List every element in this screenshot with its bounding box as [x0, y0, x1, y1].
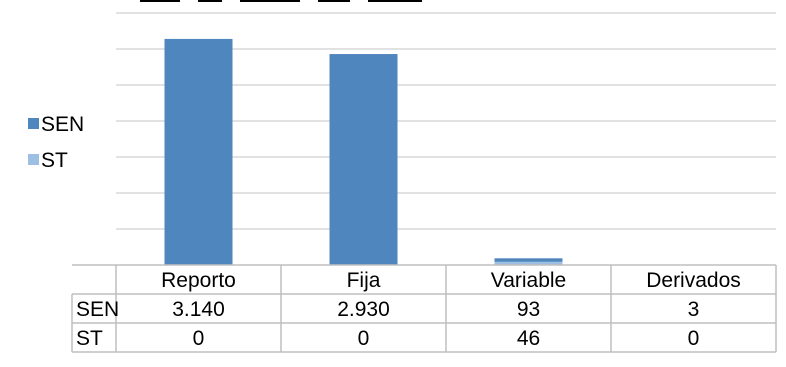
category-label: Fija [347, 269, 381, 292]
data-label-st: 0 [358, 327, 370, 350]
legend-swatch-sen [28, 118, 39, 129]
data-table: Reporto Fija Variable Derivados SEN 3.140 2.93… [71, 264, 777, 353]
bars [164, 38, 728, 265]
title-fragment [140, 0, 422, 2]
bar-sen-variable [494, 258, 563, 265]
data-label-sen: 3.140 [172, 298, 225, 321]
category-label: Reporto [161, 269, 236, 292]
category-label: Derivados [646, 269, 741, 292]
legend-label-st: ST [41, 149, 68, 172]
bar-sen-reporto [164, 38, 233, 265]
table-row-label-sen: SEN [76, 298, 119, 321]
table-row-label-st: ST [76, 327, 103, 350]
legend-label-sen: SEN [41, 113, 84, 136]
category-label: Variable [491, 269, 567, 292]
data-label-st: 0 [193, 327, 205, 350]
bar-sen-fija [329, 54, 398, 265]
data-label-st: 46 [517, 327, 540, 350]
data-label-sen: 93 [517, 298, 540, 321]
legend: SEN ST [28, 113, 84, 172]
legend-swatch-st [28, 154, 39, 165]
data-label-sen: 3 [688, 298, 700, 321]
data-label-sen: 2.930 [337, 298, 390, 321]
data-label-st: 0 [688, 327, 700, 350]
bar-st-variable [494, 261, 563, 265]
